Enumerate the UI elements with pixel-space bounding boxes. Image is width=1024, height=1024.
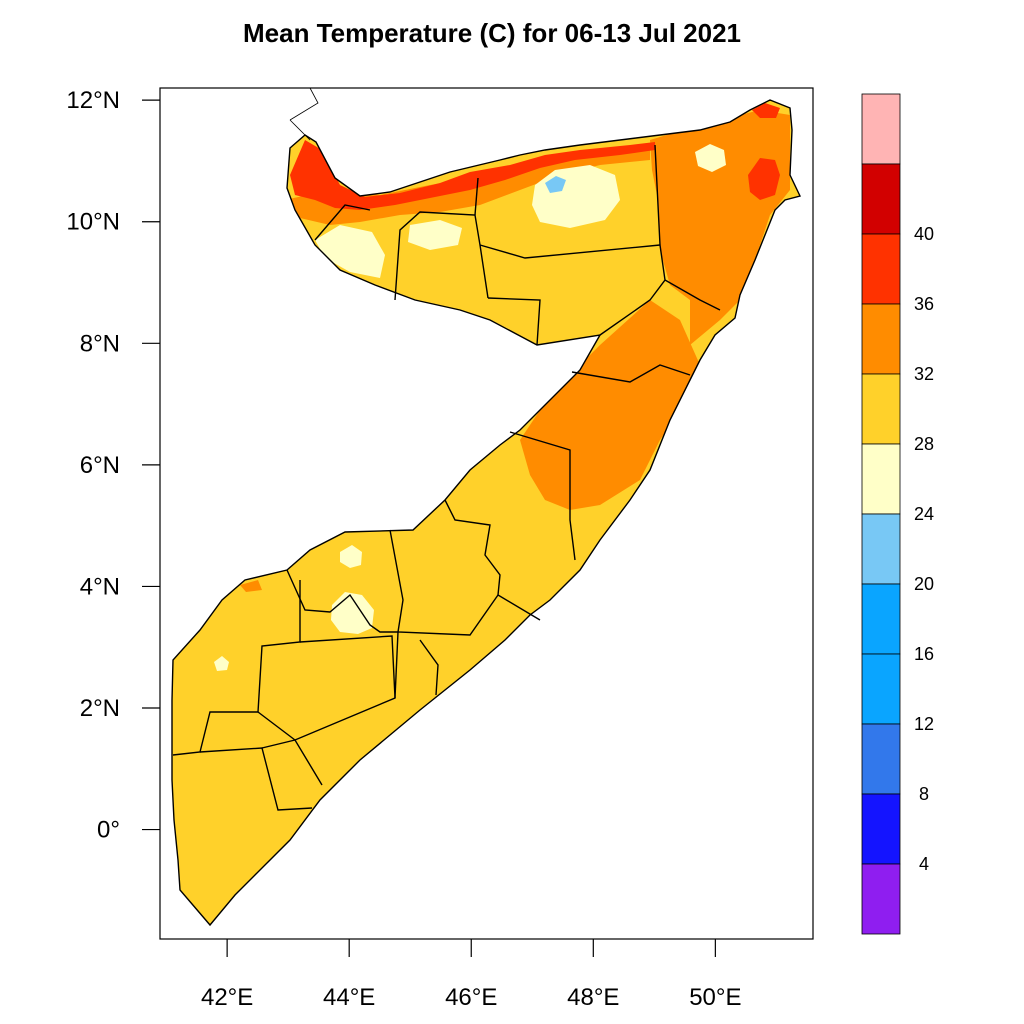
colorbar-label: 16 bbox=[914, 644, 934, 664]
region-border bbox=[394, 631, 399, 699]
y-tick-label: 2°N bbox=[80, 695, 120, 722]
y-tick-label: 10°N bbox=[66, 209, 120, 236]
x-tick-label: 48°E bbox=[567, 984, 619, 1011]
zone-20-24-east-peak bbox=[695, 144, 726, 172]
region-border bbox=[509, 431, 576, 561]
colorbar-label: 24 bbox=[914, 504, 934, 524]
colorbar-swatch bbox=[861, 93, 901, 165]
zone-28-32-southwest-spot bbox=[240, 580, 262, 592]
zone-16-20-spot bbox=[545, 176, 566, 193]
y-tick-label: 4°N bbox=[80, 573, 120, 600]
colorbar-swatch bbox=[861, 513, 901, 585]
zone-20-24-north-mid bbox=[408, 220, 462, 250]
region-border bbox=[479, 244, 661, 259]
colorbar-swatch bbox=[861, 723, 901, 795]
region-border bbox=[199, 747, 313, 811]
zone-32-36-tip bbox=[752, 103, 780, 118]
colorbar-label: 8 bbox=[919, 784, 929, 804]
y-tick-label: 6°N bbox=[80, 452, 120, 479]
region-border bbox=[664, 279, 721, 311]
y-tick-label: 8°N bbox=[80, 330, 120, 357]
colorbar-swatch bbox=[861, 163, 901, 235]
colorbar-label: 28 bbox=[914, 434, 934, 454]
region-border bbox=[394, 211, 489, 301]
colorbar-swatch bbox=[861, 233, 901, 305]
colorbar-label: 40 bbox=[914, 224, 934, 244]
colorbar-label: 20 bbox=[914, 574, 934, 594]
x-tick-label: 42°E bbox=[201, 984, 253, 1011]
admin-boundaries bbox=[171, 87, 801, 927]
zone-32-36-east bbox=[748, 158, 780, 200]
colorbar-swatch bbox=[861, 373, 901, 445]
colorbar-swatch bbox=[861, 583, 901, 655]
y-tick-label: 0° bbox=[97, 817, 120, 844]
x-tick-label: 44°E bbox=[323, 984, 375, 1011]
region-border bbox=[487, 297, 541, 346]
region-border bbox=[474, 177, 479, 216]
map-title: Mean Temperature (C) for 06-13 Jul 2021 bbox=[242, 18, 742, 48]
zone-20-24-north-west bbox=[315, 225, 385, 278]
region-border bbox=[314, 204, 371, 241]
region-border bbox=[286, 569, 398, 633]
zone-32-36-coast bbox=[290, 140, 655, 210]
colorbar-swatch bbox=[861, 863, 901, 935]
colorbar-label: 36 bbox=[914, 294, 934, 314]
region-border bbox=[571, 364, 691, 383]
y-axis: 12°N 10°N 8°N 6°N 4°N 2°N 0° bbox=[66, 87, 160, 844]
x-tick-label: 46°E bbox=[445, 984, 497, 1011]
x-axis: 42°E 44°E 46°E 48°E 50°E bbox=[201, 939, 742, 1011]
colorbar-swatch bbox=[861, 793, 901, 865]
colorbar-swatch bbox=[861, 443, 901, 515]
y-tick-label: 12°N bbox=[66, 87, 120, 114]
zone-28-32-central bbox=[520, 300, 700, 510]
colorbar-label: 32 bbox=[914, 364, 934, 384]
neighbor-border-djibouti bbox=[289, 119, 311, 141]
neighbor-border-ethiopia bbox=[289, 87, 319, 121]
zone-20-24-south-b bbox=[340, 545, 362, 568]
zone-20-24-south-c bbox=[214, 656, 229, 671]
colorbar-label: 12 bbox=[914, 714, 934, 734]
region-border bbox=[419, 639, 439, 696]
somalia-outline bbox=[171, 99, 801, 927]
colorbar-label: 4 bbox=[919, 854, 929, 874]
colorbar-swatch bbox=[861, 303, 901, 375]
colorbar-swatch bbox=[861, 653, 901, 725]
x-tick-label: 50°E bbox=[689, 984, 741, 1011]
region-border bbox=[261, 739, 323, 786]
colorbar: 4 8 12 16 20 24 28 32 36 40 bbox=[861, 93, 934, 935]
